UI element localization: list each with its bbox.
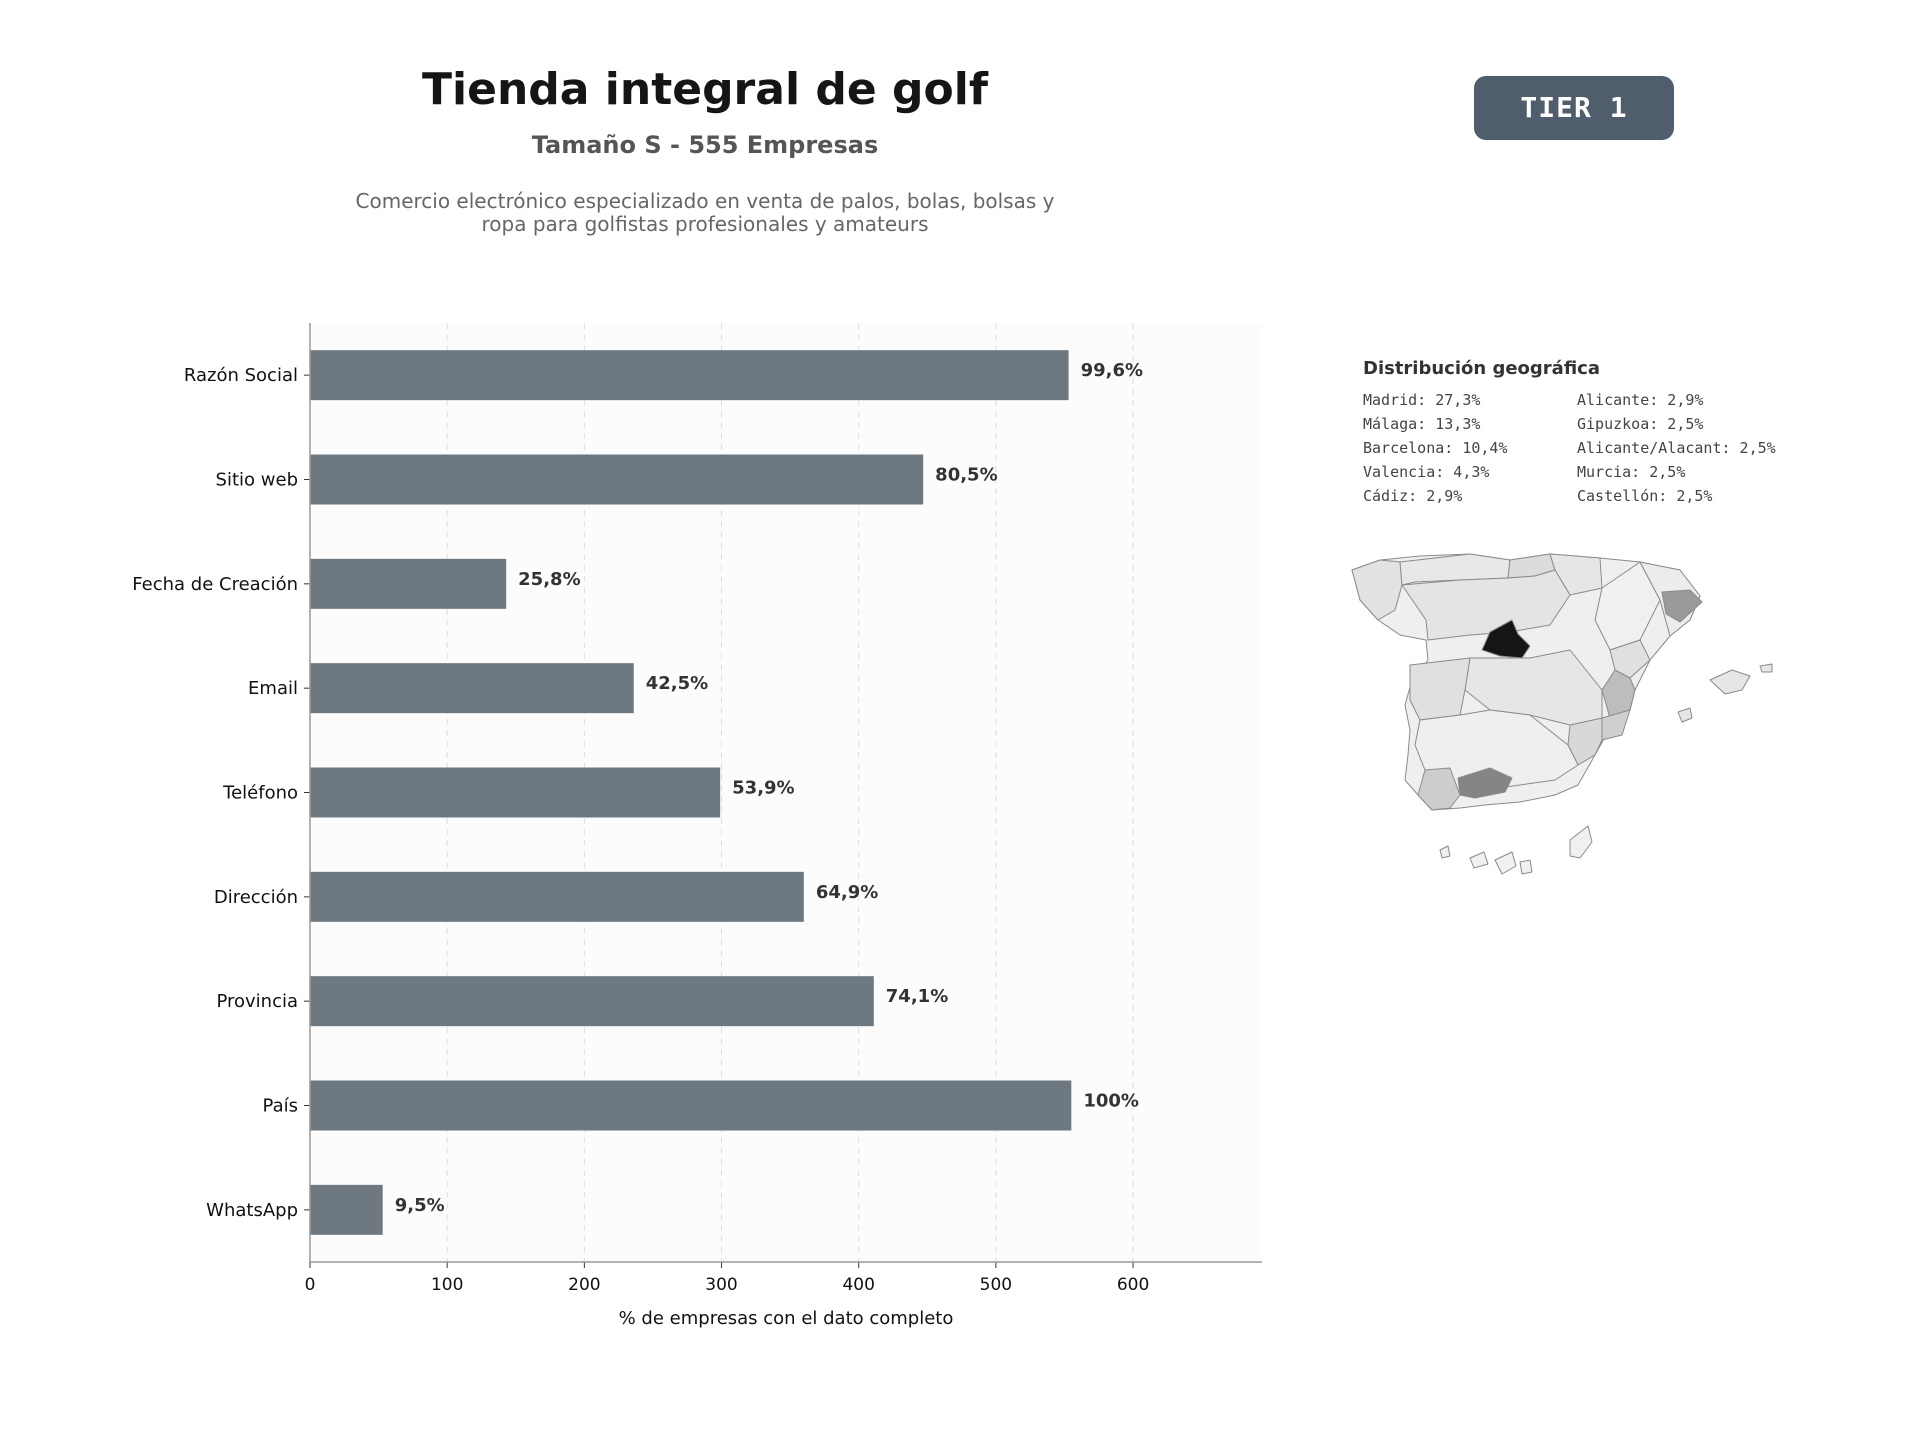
map-island-mallorca [1709, 669, 1751, 695]
category-label: Fecha de Creación [132, 574, 298, 595]
value-label: 99,6% [1081, 360, 1143, 381]
map-region-castilla-mancha [1464, 649, 1603, 726]
category-label: País [263, 1096, 298, 1117]
category-label: Email [248, 678, 298, 699]
geo-list: Madrid: 27,3% Alicante: 2,9% Málaga: 13,… [1363, 391, 1883, 505]
x-tick-label: 0 [305, 1275, 316, 1295]
map-island-ibiza [1677, 707, 1693, 723]
geo-item: Murcia: 2,5% [1577, 463, 1686, 481]
bar [310, 871, 804, 922]
map-region-barcelona [1661, 589, 1703, 623]
geo-title: Distribución geográfica [1363, 358, 1600, 379]
bar [310, 1080, 1072, 1131]
map-region-castellon [1609, 639, 1651, 679]
map-region-castilla-leon [1401, 569, 1571, 641]
category-label: Razón Social [184, 365, 298, 386]
value-label: 42,5% [646, 673, 708, 694]
map-island-canary-1 [1469, 851, 1489, 869]
bar [310, 350, 1069, 401]
map-island-menorca [1759, 663, 1773, 673]
map-region-cadiz [1417, 767, 1461, 811]
x-tick-label: 200 [568, 1275, 600, 1295]
x-tick-label: 400 [842, 1275, 874, 1295]
map-region-galicia [1351, 559, 1403, 621]
value-label: 64,9% [816, 882, 878, 903]
geo-item: Valencia: 4,3% [1363, 463, 1490, 481]
map-region-extremadura [1409, 657, 1471, 721]
bar [310, 1184, 383, 1235]
value-label: 53,9% [732, 778, 794, 799]
geo-item: Castellón: 2,5% [1577, 487, 1713, 505]
geo-item: Madrid: 27,3% [1363, 391, 1481, 409]
page-description: Comercio electrónico especializado en ve… [355, 189, 1055, 236]
map-region-navarra [1549, 553, 1603, 596]
bar [310, 767, 721, 818]
bar [310, 976, 874, 1027]
value-label: 74,1% [886, 986, 948, 1007]
x-tick-label: 600 [1117, 1275, 1149, 1295]
map-region-malaga [1457, 767, 1513, 799]
geo-item: Gipuzkoa: 2,5% [1577, 415, 1704, 433]
map-island-canary-5 [1439, 845, 1451, 859]
bar [310, 454, 924, 505]
geo-item: Málaga: 13,3% [1363, 415, 1481, 433]
category-label: Sitio web [216, 470, 298, 491]
map-island-canary-2 [1494, 851, 1517, 875]
geo-item: Alicante: 2,9% [1577, 391, 1704, 409]
map-region-madrid [1481, 619, 1531, 659]
x-tick-label: 300 [705, 1275, 737, 1295]
bar [310, 558, 507, 609]
category-label: Provincia [216, 991, 298, 1012]
geo-distribution: Distribución geográfica Madrid: 27,3% Al… [1363, 358, 1883, 505]
geo-item: Cádiz: 2,9% [1363, 487, 1463, 505]
x-tick-label: 100 [431, 1275, 463, 1295]
bar [310, 663, 634, 714]
map-island-canary-4 [1569, 825, 1593, 859]
header: Tienda integral de golf Tamaño S - 555 E… [290, 60, 1120, 236]
map-island-canary-3 [1519, 859, 1533, 875]
bar-chart: 0 100 200 300 400 500 600 Razón Social 99,6% Siti… [132, 323, 1262, 1329]
value-label: 25,8% [518, 569, 580, 590]
value-label: 80,5% [935, 465, 997, 486]
geo-item: Barcelona: 10,4% [1363, 439, 1508, 457]
category-label: Teléfono [222, 783, 298, 804]
spain-choropleth-map [1351, 553, 1773, 875]
page-title: Tienda integral de golf [422, 64, 988, 115]
category-label: Dirección [214, 887, 298, 908]
x-axis-label: % de empresas con el dato completo [619, 1308, 954, 1329]
category-label: WhatsApp [206, 1200, 298, 1221]
value-label: 100% [1083, 1091, 1139, 1112]
value-label: 9,5% [395, 1195, 445, 1216]
geo-item: Alicante/Alacant: 2,5% [1577, 439, 1776, 457]
page-subtitle: Tamaño S - 555 Empresas [531, 131, 879, 159]
x-tick-label: 500 [980, 1275, 1012, 1295]
tier-badge: TIER 1 [1474, 76, 1674, 140]
